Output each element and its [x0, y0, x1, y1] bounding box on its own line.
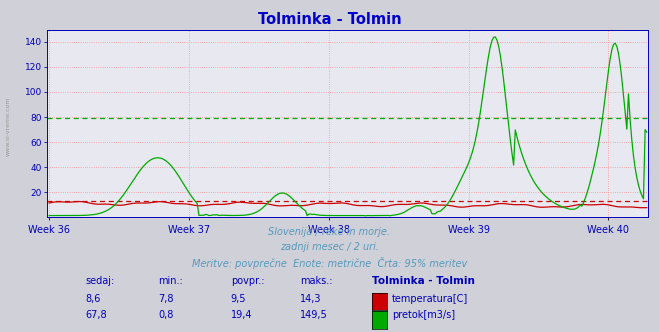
Text: pretok[m3/s]: pretok[m3/s]	[392, 310, 455, 320]
Text: 14,3: 14,3	[300, 294, 322, 304]
Text: Tolminka - Tolmin: Tolminka - Tolmin	[258, 12, 401, 27]
Text: 0,8: 0,8	[158, 310, 173, 320]
Text: Slovenija / reke in morje.: Slovenija / reke in morje.	[268, 227, 391, 237]
Text: Tolminka - Tolmin: Tolminka - Tolmin	[372, 276, 475, 286]
Text: maks.:: maks.:	[300, 276, 332, 286]
Text: www.si-vreme.com: www.si-vreme.com	[5, 96, 11, 156]
Text: temperatura[C]: temperatura[C]	[392, 294, 469, 304]
Text: zadnji mesec / 2 uri.: zadnji mesec / 2 uri.	[280, 242, 379, 252]
Text: sedaj:: sedaj:	[86, 276, 115, 286]
Text: 9,5: 9,5	[231, 294, 246, 304]
Text: 149,5: 149,5	[300, 310, 328, 320]
Text: 8,6: 8,6	[86, 294, 101, 304]
Text: 67,8: 67,8	[86, 310, 107, 320]
Text: 7,8: 7,8	[158, 294, 174, 304]
Text: min.:: min.:	[158, 276, 183, 286]
Text: Meritve: povprečne  Enote: metrične  Črta: 95% meritev: Meritve: povprečne Enote: metrične Črta:…	[192, 257, 467, 269]
Text: povpr.:: povpr.:	[231, 276, 264, 286]
Text: 19,4: 19,4	[231, 310, 252, 320]
